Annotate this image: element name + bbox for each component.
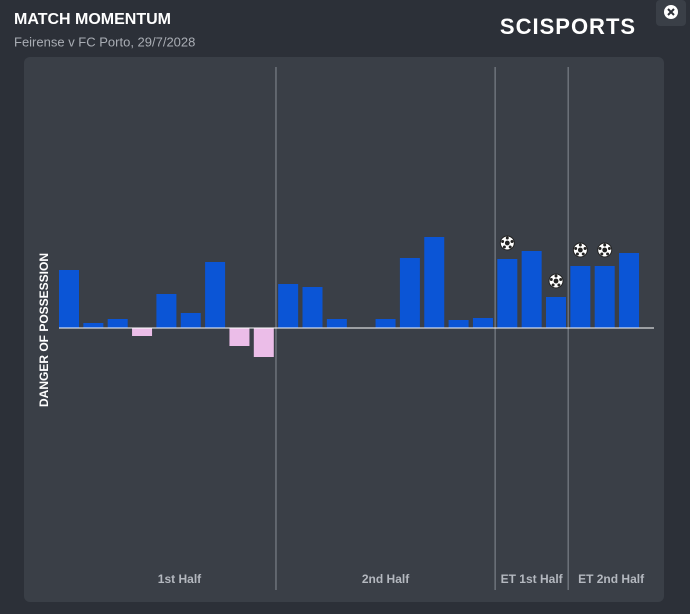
goal-ball-patch xyxy=(504,240,510,246)
momentum-bar xyxy=(399,258,420,328)
goal-ball-patch xyxy=(508,245,512,249)
goal-ball-patch xyxy=(574,247,578,250)
goal-icon xyxy=(499,235,515,251)
goal-ball-patch xyxy=(557,283,561,287)
goal-ball-patch xyxy=(607,247,611,250)
goal-ball-patch xyxy=(603,243,607,247)
logo: SCISPORTS xyxy=(500,14,636,39)
momentum-bar xyxy=(302,287,323,328)
goal-ball-patch xyxy=(554,274,558,278)
goal-ball-patch xyxy=(581,252,585,256)
momentum-bar xyxy=(521,251,542,328)
momentum-bar xyxy=(497,259,518,328)
momentum-bar xyxy=(253,328,274,357)
momentum-bar xyxy=(326,319,347,328)
close-button[interactable] xyxy=(656,0,686,26)
goal-ball-patch xyxy=(553,278,559,284)
goal-ball-patch xyxy=(598,247,602,250)
period-label: ET 1st Half xyxy=(501,572,564,586)
momentum-bar xyxy=(546,297,566,328)
plot: 1st Half 2nd Half ET 1st Half ET 2nd Half xyxy=(59,67,654,590)
goal-icon xyxy=(548,273,564,289)
momentum-bar xyxy=(83,323,104,328)
goal-ball-patch xyxy=(559,278,563,281)
momentum-bar xyxy=(619,253,640,328)
goal-ball-patch xyxy=(505,236,509,240)
goal-ball-patch xyxy=(577,247,583,253)
goal-ball-patch xyxy=(510,240,514,243)
momentum-bar xyxy=(594,266,615,328)
momentum-bar xyxy=(132,328,153,336)
chart-title: MATCH MOMENTUM xyxy=(14,11,171,28)
momentum-bar xyxy=(375,319,396,328)
momentum-bar xyxy=(570,266,591,328)
momentum-bar xyxy=(424,237,445,328)
momentum-bar xyxy=(156,294,177,328)
goal-ball-patch xyxy=(551,283,555,287)
period-label: 1st Half xyxy=(158,572,202,586)
momentum-bar xyxy=(278,284,299,328)
momentum-bar xyxy=(59,270,79,328)
goal-ball-patch xyxy=(502,245,506,249)
momentum-bar xyxy=(180,313,201,328)
period-label: ET 2nd Half xyxy=(578,572,645,586)
goal-ball-patch xyxy=(600,252,604,256)
goal-ball-patch xyxy=(602,247,608,253)
goal-icon xyxy=(572,242,588,258)
goal-ball-patch xyxy=(606,252,610,256)
goal-ball-patch xyxy=(583,247,587,250)
goal-ball-patch xyxy=(575,252,579,256)
chart-panel xyxy=(24,57,664,602)
momentum-bar xyxy=(472,318,493,328)
momentum-bar xyxy=(107,319,128,328)
y-axis-label: DANGER OF POSSESSION xyxy=(37,253,51,407)
close-cross[interactable] xyxy=(667,8,675,16)
chart-subtitle: Feirense v FC Porto, 29/7/2028 xyxy=(14,34,195,49)
goal-ball-patch xyxy=(549,278,553,281)
momentum-bar xyxy=(229,328,250,346)
goal-ball-patch xyxy=(501,240,505,243)
momentum-bar xyxy=(448,320,469,328)
period-label: 2nd Half xyxy=(362,572,410,586)
momentum-bar xyxy=(205,262,226,328)
goal-icon xyxy=(597,242,613,258)
goal-ball-patch xyxy=(578,243,582,247)
